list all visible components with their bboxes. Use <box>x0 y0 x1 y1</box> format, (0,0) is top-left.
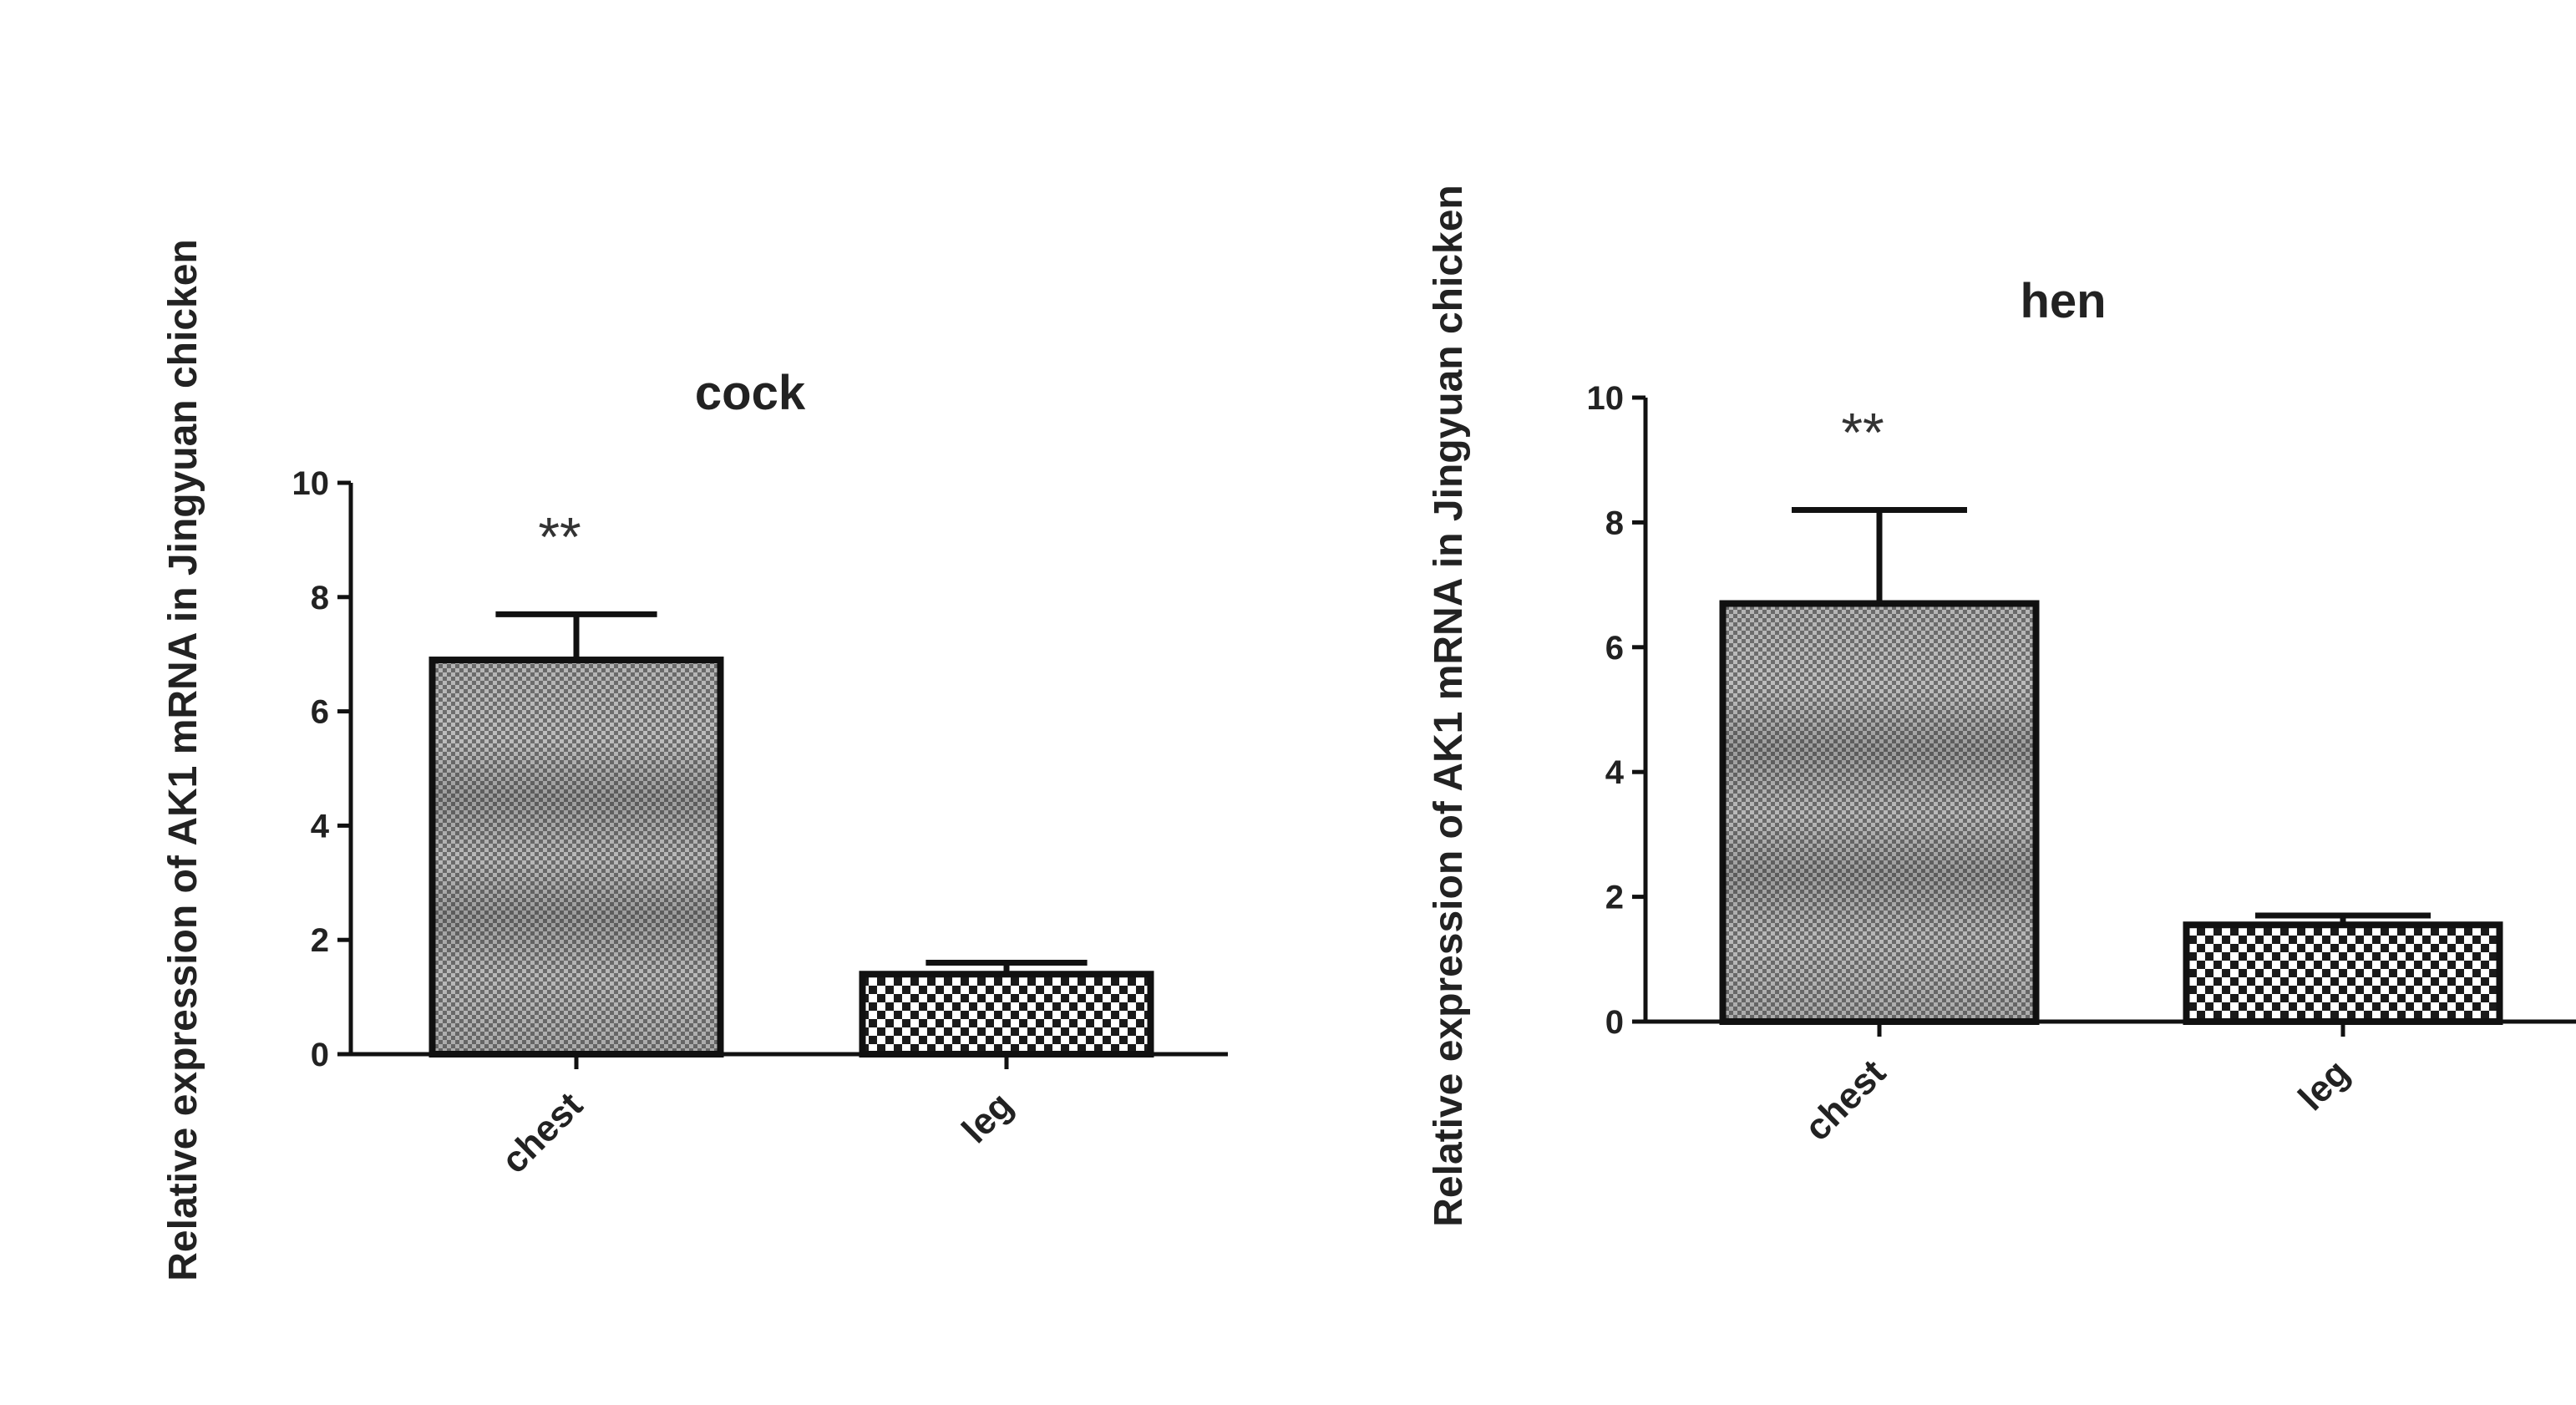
significance-label: ** <box>538 505 581 567</box>
error-bars <box>1792 506 2431 926</box>
y-tick-label: 6 <box>311 694 329 731</box>
error-bar-chest <box>495 611 657 661</box>
category-label-leg: leg <box>954 1084 1021 1151</box>
y-tick-label: 8 <box>311 580 329 616</box>
category-label-chest: chest <box>1797 1052 1894 1149</box>
error-bar-leg <box>925 960 1088 975</box>
chart-hen: hen Relative expression of AK1 mRNA in J… <box>1427 185 2576 1227</box>
y-axis-label: Relative expression of AK1 mRNA in Jingy… <box>1427 185 1471 1226</box>
y-tick-label: 8 <box>1605 505 1624 541</box>
y-axis-label: Relative expression of AK1 mRNA in Jingy… <box>161 239 205 1281</box>
category-label-chest: chest <box>494 1084 591 1181</box>
bar-leg <box>859 971 1154 1058</box>
error-bars <box>495 611 1088 975</box>
y-axis-ticks: 0 2 4 6 8 10 <box>292 465 351 1073</box>
y-tick-label: 10 <box>292 465 330 502</box>
significance-markers: ** <box>538 505 581 567</box>
y-tick-label: 0 <box>1605 1004 1624 1041</box>
category-label-leg: leg <box>2290 1052 2357 1118</box>
y-axis-ticks: 0 2 4 6 8 10 <box>1587 380 1645 1041</box>
bar-leg <box>2183 921 2503 1025</box>
y-tick-label: 0 <box>311 1037 329 1073</box>
axes <box>1643 398 2576 1024</box>
error-bar-leg <box>2255 912 2431 926</box>
bar-shading <box>1722 603 2036 1022</box>
chart-title: cock <box>695 366 806 420</box>
category-labels: chest leg <box>1797 1022 2357 1149</box>
y-tick-label: 4 <box>311 808 330 845</box>
y-tick-label: 2 <box>1605 880 1624 916</box>
significance-markers: ** <box>1841 401 1884 463</box>
y-tick-label: 4 <box>1605 754 1625 791</box>
chart-cock: cock Relative expression of AK1 mRNA in … <box>161 239 1228 1281</box>
bars <box>1719 600 2503 1025</box>
bar-shading <box>432 660 721 1054</box>
axes <box>348 483 1228 1057</box>
category-labels: chest leg <box>494 1054 1021 1181</box>
bars <box>428 657 1154 1058</box>
significance-label: ** <box>1841 401 1884 463</box>
y-tick-label: 10 <box>1587 380 1625 417</box>
chart-title: hen <box>2020 274 2106 328</box>
y-tick-label: 2 <box>311 922 329 959</box>
y-tick-label: 6 <box>1605 630 1624 667</box>
error-bar-chest <box>1792 506 1967 604</box>
